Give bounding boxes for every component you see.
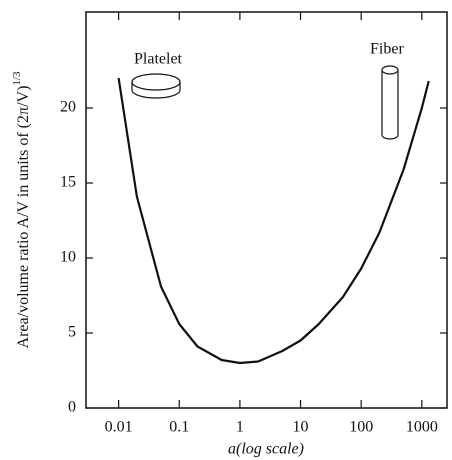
y-tick-label: 0 (68, 399, 76, 416)
y-tick-label: 20 (60, 99, 76, 116)
data-line (117, 77, 430, 365)
annotation: Fiber (370, 41, 404, 58)
y-tick-label: 15 (60, 174, 76, 191)
x-tick-label: 10 (293, 419, 309, 436)
x-axis-label: a(log scale) (228, 441, 304, 458)
platelet-icon (131, 73, 181, 99)
y-axis-label: Area/volume ratio A/V in units of (2π/V)… (11, 71, 32, 348)
y-axis-label-text: Area/volume ratio A/V in units of (2π/V) (15, 86, 32, 349)
y-tick-label: 5 (68, 324, 76, 341)
fiber-icon (381, 65, 399, 140)
x-tick-label: 1000 (406, 419, 438, 436)
x-tick-label: 1 (236, 419, 244, 436)
annotation: Platelet (134, 51, 183, 68)
x-tick-label: 0.1 (169, 419, 189, 436)
plot-frame (85, 11, 448, 409)
x-tick-label: 0.01 (105, 419, 133, 436)
y-tick-label: 10 (60, 249, 76, 266)
y-axis-label-exponent: 1/3 (11, 71, 23, 86)
x-tick-label: 100 (349, 419, 373, 436)
